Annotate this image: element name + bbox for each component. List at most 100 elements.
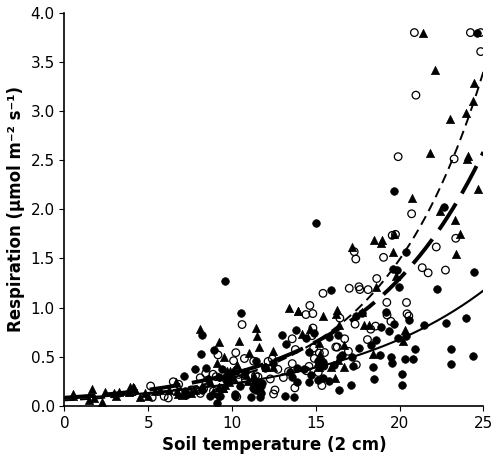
- Point: [309, 325, 317, 332]
- Point: [338, 351, 345, 359]
- Point: [269, 363, 277, 370]
- Point: [358, 309, 366, 317]
- Point: [319, 358, 327, 366]
- Point: [420, 321, 428, 329]
- Point: [370, 364, 378, 371]
- Point: [268, 355, 276, 363]
- Point: [110, 390, 118, 397]
- Point: [383, 299, 391, 306]
- Point: [236, 337, 244, 345]
- Point: [360, 321, 368, 329]
- Point: [355, 283, 363, 290]
- Point: [164, 386, 172, 394]
- Point: [290, 393, 298, 401]
- Point: [390, 187, 398, 194]
- Point: [314, 369, 322, 376]
- Point: [86, 396, 94, 403]
- Point: [418, 264, 426, 272]
- Point: [408, 195, 416, 202]
- Point: [222, 377, 230, 384]
- Point: [220, 354, 228, 361]
- Point: [284, 368, 292, 375]
- Point: [284, 304, 292, 312]
- Point: [450, 155, 458, 163]
- Point: [220, 384, 228, 392]
- Point: [347, 382, 355, 389]
- Point: [217, 384, 225, 392]
- Point: [190, 365, 198, 372]
- Point: [387, 318, 395, 325]
- Point: [206, 378, 214, 385]
- Point: [278, 331, 285, 339]
- Point: [130, 384, 138, 392]
- Point: [262, 363, 270, 371]
- Point: [192, 386, 200, 394]
- Point: [254, 373, 262, 381]
- Point: [216, 392, 224, 400]
- Point: [292, 326, 300, 333]
- Point: [227, 372, 235, 380]
- Point: [327, 363, 335, 370]
- Point: [230, 366, 238, 374]
- Point: [288, 335, 296, 343]
- Point: [206, 392, 214, 400]
- Point: [181, 387, 189, 395]
- Point: [308, 332, 316, 339]
- Point: [336, 386, 344, 394]
- X-axis label: Soil temperature (2 cm): Soil temperature (2 cm): [162, 436, 386, 454]
- Point: [388, 359, 396, 366]
- Point: [352, 312, 360, 319]
- Point: [320, 362, 328, 370]
- Point: [380, 254, 388, 261]
- Point: [160, 393, 168, 400]
- Point: [466, 29, 474, 36]
- Point: [255, 343, 263, 350]
- Point: [403, 310, 411, 318]
- Point: [358, 308, 366, 316]
- Point: [262, 364, 270, 371]
- Point: [204, 376, 212, 383]
- Point: [188, 386, 196, 394]
- Point: [262, 365, 270, 372]
- Point: [352, 255, 360, 263]
- Point: [146, 382, 154, 390]
- Point: [69, 392, 77, 399]
- Point: [462, 110, 470, 117]
- Point: [216, 392, 224, 400]
- Point: [250, 357, 258, 365]
- Point: [440, 203, 448, 211]
- Point: [174, 381, 182, 388]
- Point: [366, 325, 374, 333]
- Point: [212, 389, 220, 396]
- Point: [236, 310, 244, 317]
- Point: [433, 285, 441, 293]
- Point: [125, 388, 133, 396]
- Point: [215, 373, 223, 380]
- Point: [170, 378, 177, 385]
- Point: [318, 313, 326, 320]
- Point: [250, 379, 258, 386]
- Point: [144, 392, 152, 400]
- Point: [333, 343, 341, 351]
- Point: [309, 310, 317, 317]
- Point: [328, 287, 336, 294]
- Point: [294, 364, 302, 372]
- Point: [469, 98, 477, 105]
- Point: [406, 317, 413, 324]
- Point: [316, 349, 324, 357]
- Point: [305, 363, 313, 370]
- Point: [302, 367, 310, 374]
- Point: [238, 370, 246, 377]
- Point: [88, 386, 96, 393]
- Point: [286, 369, 294, 376]
- Point: [370, 376, 378, 383]
- Point: [215, 383, 223, 390]
- Point: [294, 307, 302, 315]
- Point: [436, 207, 444, 214]
- Point: [369, 350, 377, 357]
- Point: [233, 361, 241, 369]
- Point: [252, 372, 260, 379]
- Point: [294, 378, 302, 386]
- Point: [191, 386, 199, 394]
- Point: [115, 388, 123, 395]
